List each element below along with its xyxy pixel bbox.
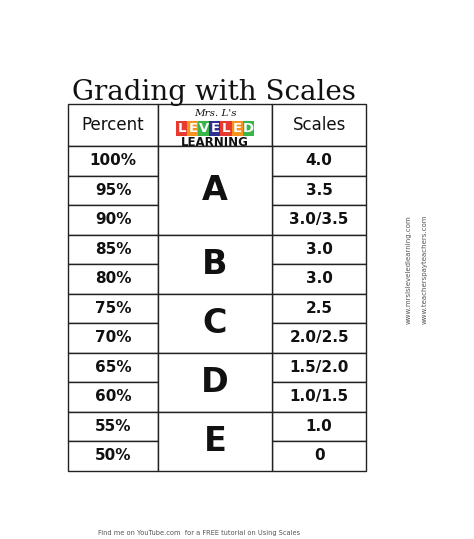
Bar	[68, 353, 158, 382]
Text: B: B	[202, 248, 228, 281]
Text: E: E	[232, 122, 242, 135]
Bar	[272, 104, 366, 146]
Text: 1.5/2.0: 1.5/2.0	[290, 360, 349, 375]
Bar	[68, 146, 158, 176]
Bar	[272, 176, 366, 205]
Text: D: D	[201, 365, 229, 399]
Text: Grading with Scales: Grading with Scales	[72, 79, 356, 106]
Bar	[243, 121, 254, 136]
Bar	[272, 353, 366, 382]
Bar	[272, 205, 366, 234]
Bar	[231, 121, 243, 136]
Text: 3.0: 3.0	[306, 272, 333, 286]
Bar	[68, 323, 158, 353]
Bar	[158, 353, 272, 412]
Bar	[68, 294, 158, 323]
Text: L: L	[222, 122, 230, 135]
Bar	[68, 234, 158, 264]
Text: A: A	[202, 174, 228, 207]
Text: 2.0/2.5: 2.0/2.5	[289, 330, 349, 345]
Bar	[272, 294, 366, 323]
Bar	[176, 121, 187, 136]
Bar	[68, 382, 158, 412]
Text: 50%: 50%	[95, 448, 131, 464]
Text: 55%: 55%	[95, 419, 131, 434]
Text: 1.0: 1.0	[306, 419, 332, 434]
Bar	[158, 294, 272, 353]
Text: Scales: Scales	[292, 116, 346, 134]
Text: E: E	[210, 122, 219, 135]
Text: Mrs. L's: Mrs. L's	[194, 109, 237, 118]
Bar	[68, 412, 158, 441]
Text: D: D	[243, 122, 254, 135]
Bar	[272, 264, 366, 294]
Bar	[220, 121, 231, 136]
Text: Percent: Percent	[82, 116, 145, 134]
Bar	[158, 412, 272, 471]
Text: E: E	[203, 425, 227, 458]
Bar	[158, 104, 272, 146]
Bar	[158, 234, 272, 294]
Bar	[272, 441, 366, 471]
Bar	[272, 412, 366, 441]
Bar	[68, 104, 158, 146]
Text: 60%: 60%	[95, 389, 131, 404]
Text: 100%: 100%	[90, 154, 137, 169]
Bar	[272, 382, 366, 412]
Text: C: C	[203, 307, 227, 340]
Text: www.teacherspayteachers.com: www.teacherspayteachers.com	[421, 215, 427, 324]
Text: L: L	[178, 122, 186, 135]
Text: 90%: 90%	[95, 212, 131, 227]
Bar	[68, 264, 158, 294]
Bar	[158, 146, 272, 234]
Text: 1.0/1.5: 1.0/1.5	[290, 389, 349, 404]
Bar	[68, 176, 158, 205]
Text: 85%: 85%	[95, 242, 131, 257]
Text: 95%: 95%	[95, 183, 131, 198]
Text: 80%: 80%	[95, 272, 131, 286]
Text: 65%: 65%	[95, 360, 131, 375]
Text: 4.0: 4.0	[306, 154, 333, 169]
Bar	[210, 121, 220, 136]
Text: 3.0/3.5: 3.0/3.5	[290, 212, 349, 227]
Text: 0: 0	[314, 448, 324, 464]
Text: 70%: 70%	[95, 330, 131, 345]
Text: www.mrslsleveledlearning.com: www.mrslsleveledlearning.com	[406, 215, 411, 324]
Text: 75%: 75%	[95, 301, 131, 316]
Bar	[272, 234, 366, 264]
Bar	[68, 441, 158, 471]
Bar	[272, 323, 366, 353]
Text: 3.5: 3.5	[306, 183, 333, 198]
Text: 3.0: 3.0	[306, 242, 333, 257]
Text: E: E	[188, 122, 198, 135]
Bar	[68, 205, 158, 234]
Text: V: V	[199, 122, 209, 135]
Text: LEARNING: LEARNING	[181, 136, 249, 149]
Bar	[199, 121, 210, 136]
Bar	[187, 121, 199, 136]
Bar	[272, 146, 366, 176]
Text: 2.5: 2.5	[306, 301, 333, 316]
Text: Find me on YouTube.com  for a FREE tutorial on Using Scales: Find me on YouTube.com for a FREE tutori…	[98, 530, 300, 536]
